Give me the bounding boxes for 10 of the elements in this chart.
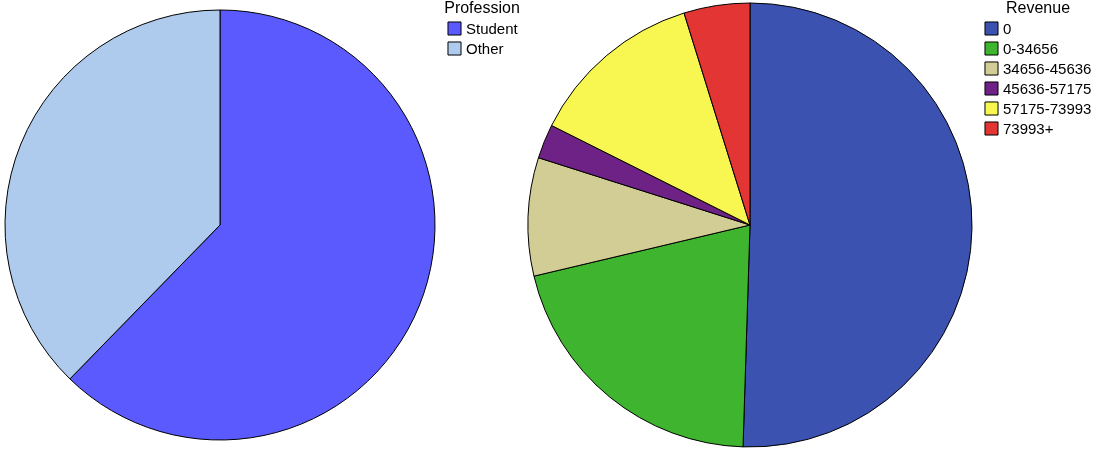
legend-label: Other — [466, 39, 504, 57]
legend-title: Revenue — [1005, 0, 1071, 16]
legend-label: 57175-73993 — [1003, 99, 1092, 117]
legend-label: Student — [466, 19, 519, 37]
legend-label: 73993+ — [1003, 119, 1054, 137]
legend-label: 0 — [1003, 19, 1012, 37]
legend-label: 0-34656 — [1003, 39, 1059, 57]
legend-label: 34656-45636 — [1003, 59, 1092, 77]
legend-label: 45636-57175 — [1003, 79, 1092, 97]
legend-title: Profession — [444, 0, 520, 16]
